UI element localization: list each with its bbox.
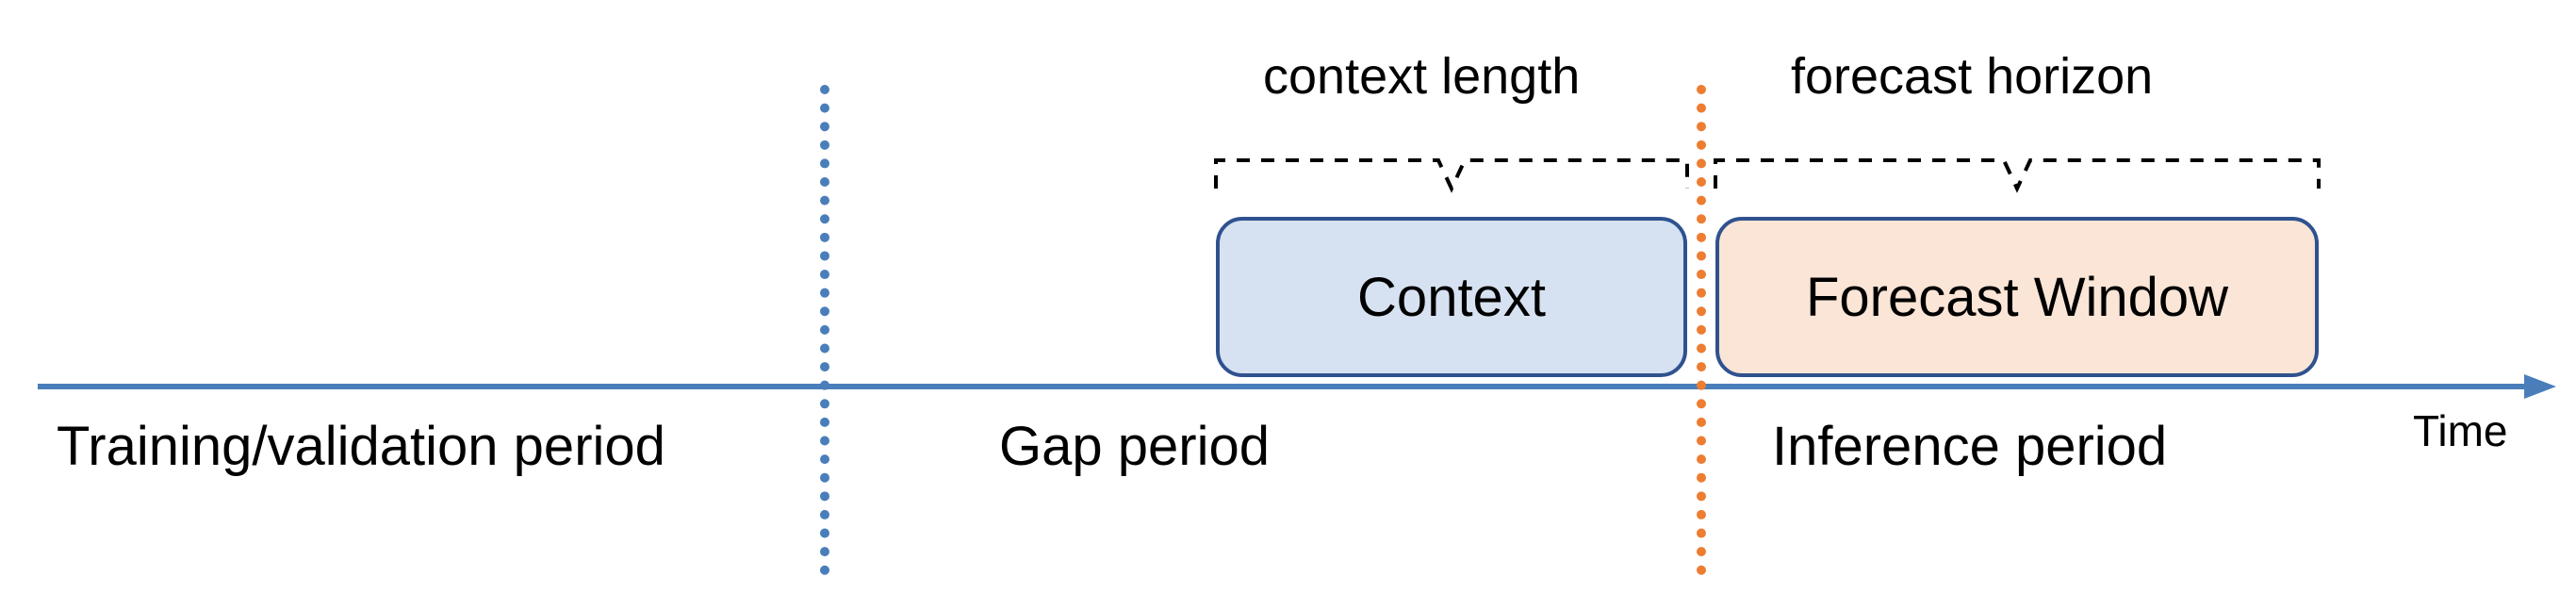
gap-period-label: Gap period [999,415,1270,478]
gap-inference-divider [1697,85,1706,575]
context-box-label: Context [1357,266,1546,329]
context-length-brace [1216,132,1687,207]
inference-period-label: Inference period [1772,415,2167,478]
time-axis-label: Time [2413,405,2508,456]
training-period-label: Training/validation period [57,415,665,478]
time-axis-arrowhead [2524,374,2556,399]
context-box: Context [1216,217,1687,377]
forecast-window-box-label: Forecast Window [1806,266,2228,329]
diagram-stage: Time Context Forecast Window context len… [0,0,2576,593]
context-length-label: context length [1263,47,1580,106]
forecast-horizon-brace [1715,132,2319,207]
time-axis-line [38,384,2526,389]
forecast-window-box: Forecast Window [1715,217,2319,377]
forecast-horizon-label: forecast horizon [1791,47,2153,106]
train-gap-divider [820,85,829,575]
